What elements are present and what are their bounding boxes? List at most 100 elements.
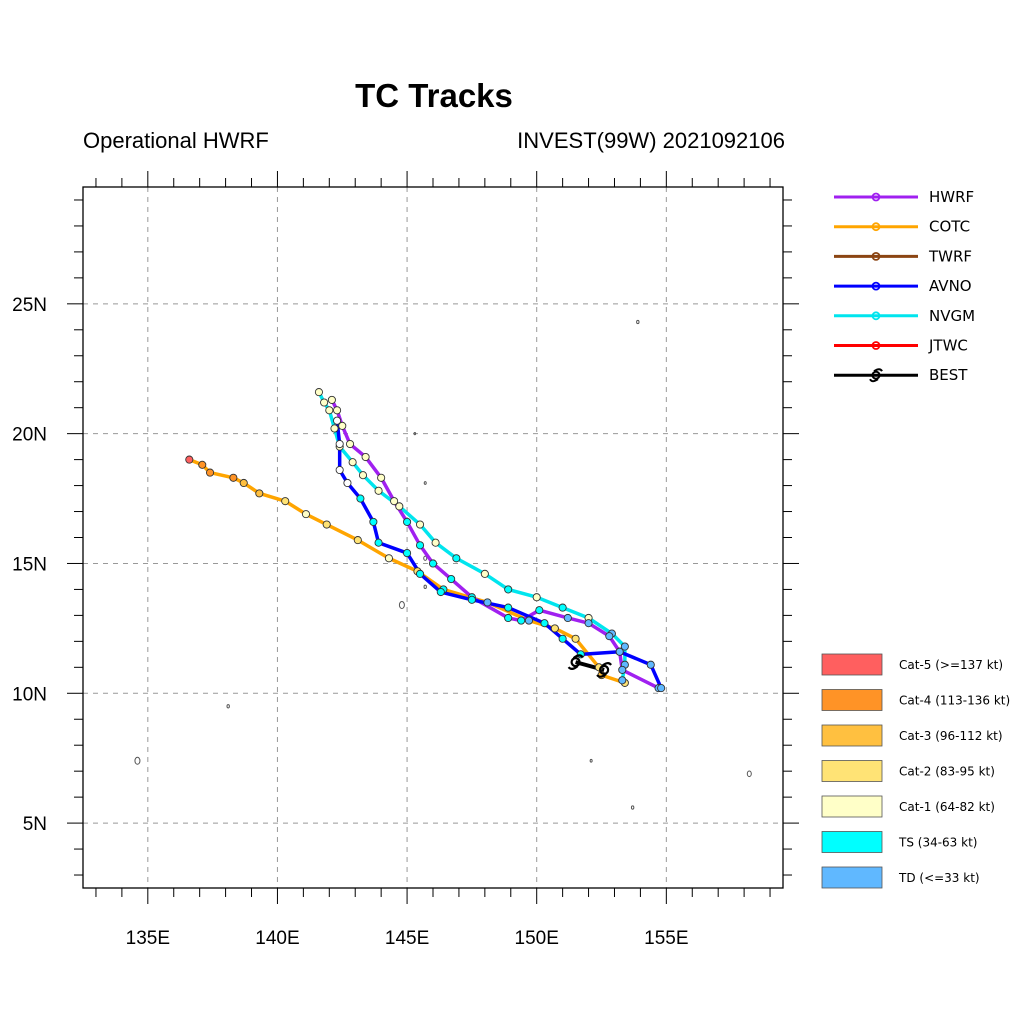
track-point-nvgm — [480, 569, 489, 578]
intensity-label: Cat-4 (113-136 kt) — [899, 694, 1010, 708]
track-point-avno — [369, 517, 378, 526]
track-point-hwrf — [390, 497, 399, 506]
intensity-legend-item: TD (<=33 kt) — [821, 866, 980, 889]
island-outline — [398, 601, 405, 610]
intensity-legend-item: Cat-3 (96-112 kt) — [821, 724, 1003, 747]
legend-item-cotc: COTC — [834, 218, 970, 236]
legend-item-best: BEST — [834, 366, 968, 384]
legend-best-symbol — [869, 368, 883, 383]
track-point-avno — [504, 603, 513, 612]
track-point-cotc — [524, 616, 533, 625]
legend-item-nvgm: NVGM — [834, 307, 975, 325]
track-point-nvgm — [558, 603, 567, 612]
track-point-nvgm — [431, 538, 440, 547]
track-point-hwrf — [504, 613, 513, 623]
track-legend: HWRF COTC TWRF AVNO NVGM JTWC BEST — [834, 188, 975, 384]
track-point-hwrf — [517, 616, 526, 625]
legend-marker — [871, 311, 881, 321]
track-point-avno — [646, 660, 655, 669]
track-point-cotc — [353, 536, 362, 545]
legend-label: JTWC — [928, 337, 968, 355]
chart-subtitle-left: Operational HWRF — [83, 128, 269, 153]
island-outline — [134, 756, 141, 765]
track-point-hwrf — [361, 452, 370, 462]
track-point-hwrf — [403, 517, 412, 526]
track-point-cotc — [281, 497, 290, 506]
intensity-legend-item: Cat-4 (113-136 kt) — [821, 689, 1010, 711]
track-point-nvgm — [374, 486, 383, 495]
y-tick-label: 25N — [12, 295, 47, 316]
grid-lines — [83, 187, 783, 888]
track-point-hwrf — [535, 606, 544, 615]
intensity-label: TD (<=33 kt) — [898, 871, 980, 885]
intensity-swatch — [821, 724, 883, 747]
best-storm-symbol — [596, 662, 612, 678]
track-point-cotc — [571, 634, 580, 643]
legend-label: AVNO — [929, 277, 972, 295]
intensity-legend: Cat-5 (>=137 kt) Cat-4 (113-136 kt) Cat-3 … — [821, 653, 1010, 889]
intensity-label: Cat-2 (83-95 kt) — [899, 765, 995, 779]
legend-marker — [871, 341, 881, 350]
intensity-swatch — [821, 795, 883, 818]
legend-marker — [871, 192, 881, 202]
track-point-avno — [335, 465, 344, 475]
island-outline — [413, 432, 417, 436]
y-tick-label: 5N — [23, 814, 47, 835]
track-point-hwrf — [327, 395, 336, 404]
intensity-legend-item: Cat-2 (83-95 kt) — [821, 760, 995, 782]
track-point-cotc — [301, 510, 311, 519]
legend-label: NVGM — [929, 307, 975, 325]
x-tick-label: 135E — [126, 928, 170, 949]
track-point-avno — [615, 647, 624, 656]
intensity-swatch — [821, 831, 883, 853]
track-point-hwrf — [563, 613, 572, 623]
axis-tick-labels: 135E 140E 145E 150E 155E 5N 10N 15N 20N 25N — [12, 295, 688, 949]
map-islands — [134, 319, 752, 810]
x-tick-label: 145E — [385, 928, 429, 949]
track-point-hwrf — [618, 665, 627, 674]
x-tick-label: 155E — [644, 928, 688, 949]
island-outline — [423, 584, 427, 590]
intensity-label: TS (34-63 kt) — [898, 836, 977, 850]
track-point-avno — [540, 619, 549, 628]
chart-title: TC Tracks — [355, 77, 513, 114]
track-point-avno — [374, 538, 383, 547]
track-point-hwrf — [345, 439, 355, 449]
track-point-nvgm — [358, 471, 368, 480]
track-point-nvgm — [620, 642, 629, 651]
legend-item-avno: AVNO — [834, 277, 972, 295]
island-outline — [746, 770, 752, 778]
legend-marker — [871, 281, 881, 291]
axis-ticks — [67, 171, 799, 904]
track-point-nvgm — [504, 585, 513, 594]
intensity-swatch — [821, 760, 883, 782]
track-point-cotc — [229, 473, 238, 482]
track-point-avno — [467, 595, 476, 604]
track-lines — [188, 391, 663, 690]
track-point-nvgm — [330, 424, 339, 433]
track-point-cotc — [384, 554, 393, 563]
track-point-avno — [415, 569, 425, 578]
track-point-nvgm — [395, 502, 404, 511]
x-tick-label: 150E — [515, 928, 559, 949]
island-outline — [630, 805, 635, 810]
legend-label: TWRF — [928, 247, 972, 265]
y-tick-label: 15N — [12, 554, 47, 575]
track-point-cotc — [550, 624, 559, 633]
track-point-hwrf — [333, 406, 342, 415]
track-point-nvgm — [325, 406, 334, 415]
track-point-cotc — [483, 598, 492, 607]
island-outline — [226, 704, 230, 709]
island-outline — [589, 758, 593, 763]
legend-item-twrf: TWRF — [834, 247, 972, 265]
track-point-nvgm — [348, 458, 357, 467]
island-outline — [423, 555, 428, 561]
x-tick-label: 140E — [255, 928, 299, 949]
track-point-cotc — [239, 478, 248, 488]
legend-item-jtwc: JTWC — [834, 337, 968, 355]
track-point-avno — [343, 478, 352, 488]
y-tick-label: 10N — [12, 684, 47, 705]
chart-subtitle-right: INVEST(99W) 2021092106 — [517, 128, 785, 153]
track-point-nvgm — [415, 520, 425, 529]
